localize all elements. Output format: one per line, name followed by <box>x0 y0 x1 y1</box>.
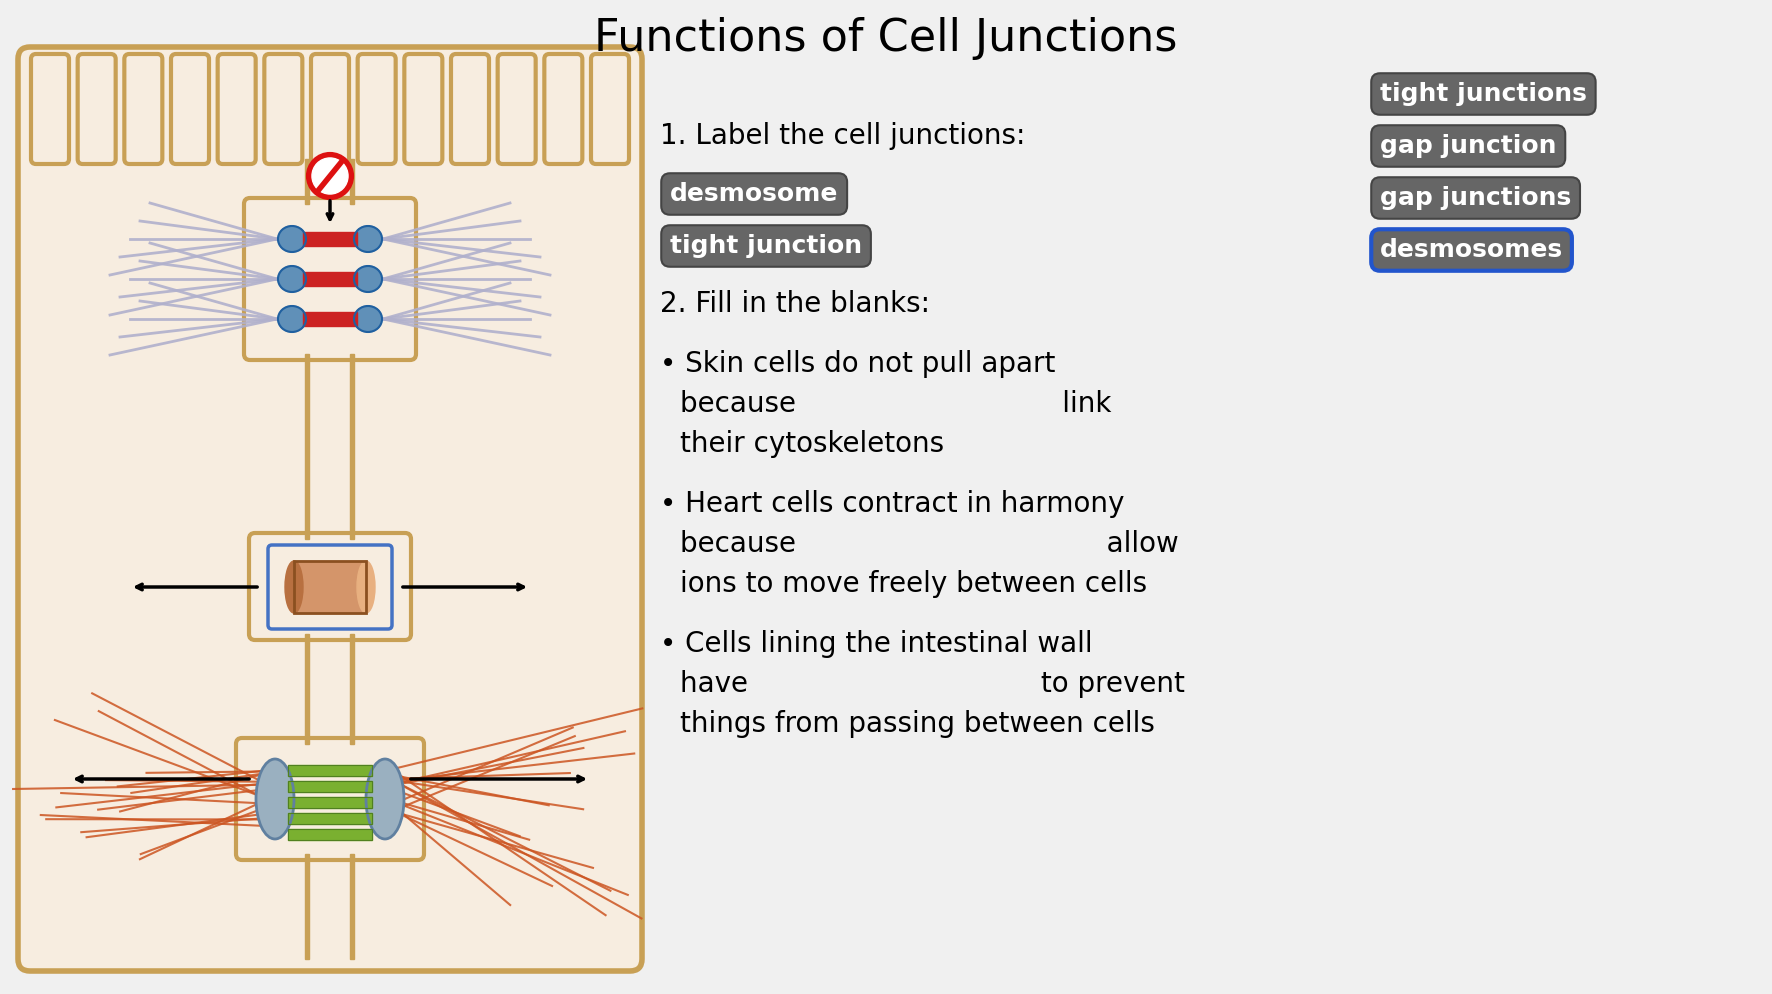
Ellipse shape <box>367 759 404 839</box>
Bar <box>305 854 310 959</box>
Bar <box>351 159 354 204</box>
Bar <box>305 159 310 204</box>
FancyBboxPatch shape <box>30 54 69 164</box>
Bar <box>289 829 372 840</box>
Text: gap junction: gap junction <box>1380 134 1556 158</box>
FancyBboxPatch shape <box>312 54 349 164</box>
Bar <box>289 813 372 824</box>
Bar <box>289 813 372 824</box>
Text: tight junctions: tight junctions <box>1380 82 1588 106</box>
FancyBboxPatch shape <box>18 47 641 971</box>
FancyBboxPatch shape <box>218 54 255 164</box>
Bar <box>294 561 367 613</box>
Text: because                              link: because link <box>680 390 1111 418</box>
Text: gap junctions: gap junctions <box>1380 186 1572 210</box>
Bar <box>351 854 354 959</box>
Text: • Skin cells do not pull apart: • Skin cells do not pull apart <box>659 350 1056 378</box>
FancyBboxPatch shape <box>498 54 535 164</box>
Text: • Heart cells contract in harmony: • Heart cells contract in harmony <box>659 490 1125 518</box>
FancyBboxPatch shape <box>124 54 163 164</box>
Circle shape <box>312 158 347 194</box>
Text: desmosome: desmosome <box>670 182 838 206</box>
Bar <box>289 765 372 776</box>
FancyBboxPatch shape <box>358 54 395 164</box>
FancyBboxPatch shape <box>544 54 583 164</box>
Bar <box>351 354 354 539</box>
Text: Functions of Cell Junctions: Functions of Cell Junctions <box>594 18 1178 61</box>
Text: • Cells lining the intestinal wall: • Cells lining the intestinal wall <box>659 630 1093 658</box>
Bar <box>305 354 310 539</box>
Bar <box>289 781 372 792</box>
Bar <box>294 561 367 613</box>
FancyBboxPatch shape <box>78 54 115 164</box>
Text: desmosomes: desmosomes <box>1380 238 1563 262</box>
FancyBboxPatch shape <box>236 738 424 860</box>
Bar <box>289 829 372 840</box>
FancyBboxPatch shape <box>264 54 303 164</box>
FancyBboxPatch shape <box>592 54 629 164</box>
Ellipse shape <box>255 759 294 839</box>
Ellipse shape <box>278 306 307 332</box>
Bar <box>289 765 372 776</box>
Text: ions to move freely between cells: ions to move freely between cells <box>680 570 1146 598</box>
Text: have                                 to prevent: have to prevent <box>680 670 1185 698</box>
Bar <box>305 634 310 744</box>
Bar <box>289 797 372 808</box>
Ellipse shape <box>285 561 303 613</box>
Text: 1. Label the cell junctions:: 1. Label the cell junctions: <box>659 122 1026 150</box>
Ellipse shape <box>354 226 383 252</box>
Bar <box>351 634 354 744</box>
Bar <box>303 312 356 326</box>
Ellipse shape <box>356 561 376 613</box>
FancyBboxPatch shape <box>250 533 411 640</box>
Ellipse shape <box>278 226 307 252</box>
Text: tight junction: tight junction <box>670 234 863 258</box>
FancyBboxPatch shape <box>245 198 416 360</box>
FancyBboxPatch shape <box>404 54 443 164</box>
Bar <box>289 797 372 808</box>
Bar <box>289 781 372 792</box>
FancyBboxPatch shape <box>452 54 489 164</box>
Ellipse shape <box>278 266 307 292</box>
Bar <box>303 232 356 246</box>
Ellipse shape <box>354 266 383 292</box>
Text: 2. Fill in the blanks:: 2. Fill in the blanks: <box>659 290 930 318</box>
Text: because                                   allow: because allow <box>680 530 1178 558</box>
Text: their cytoskeletons: their cytoskeletons <box>680 430 944 458</box>
Ellipse shape <box>354 306 383 332</box>
Circle shape <box>308 154 353 198</box>
Text: things from passing between cells: things from passing between cells <box>680 710 1155 738</box>
FancyBboxPatch shape <box>172 54 209 164</box>
Bar <box>303 272 356 286</box>
